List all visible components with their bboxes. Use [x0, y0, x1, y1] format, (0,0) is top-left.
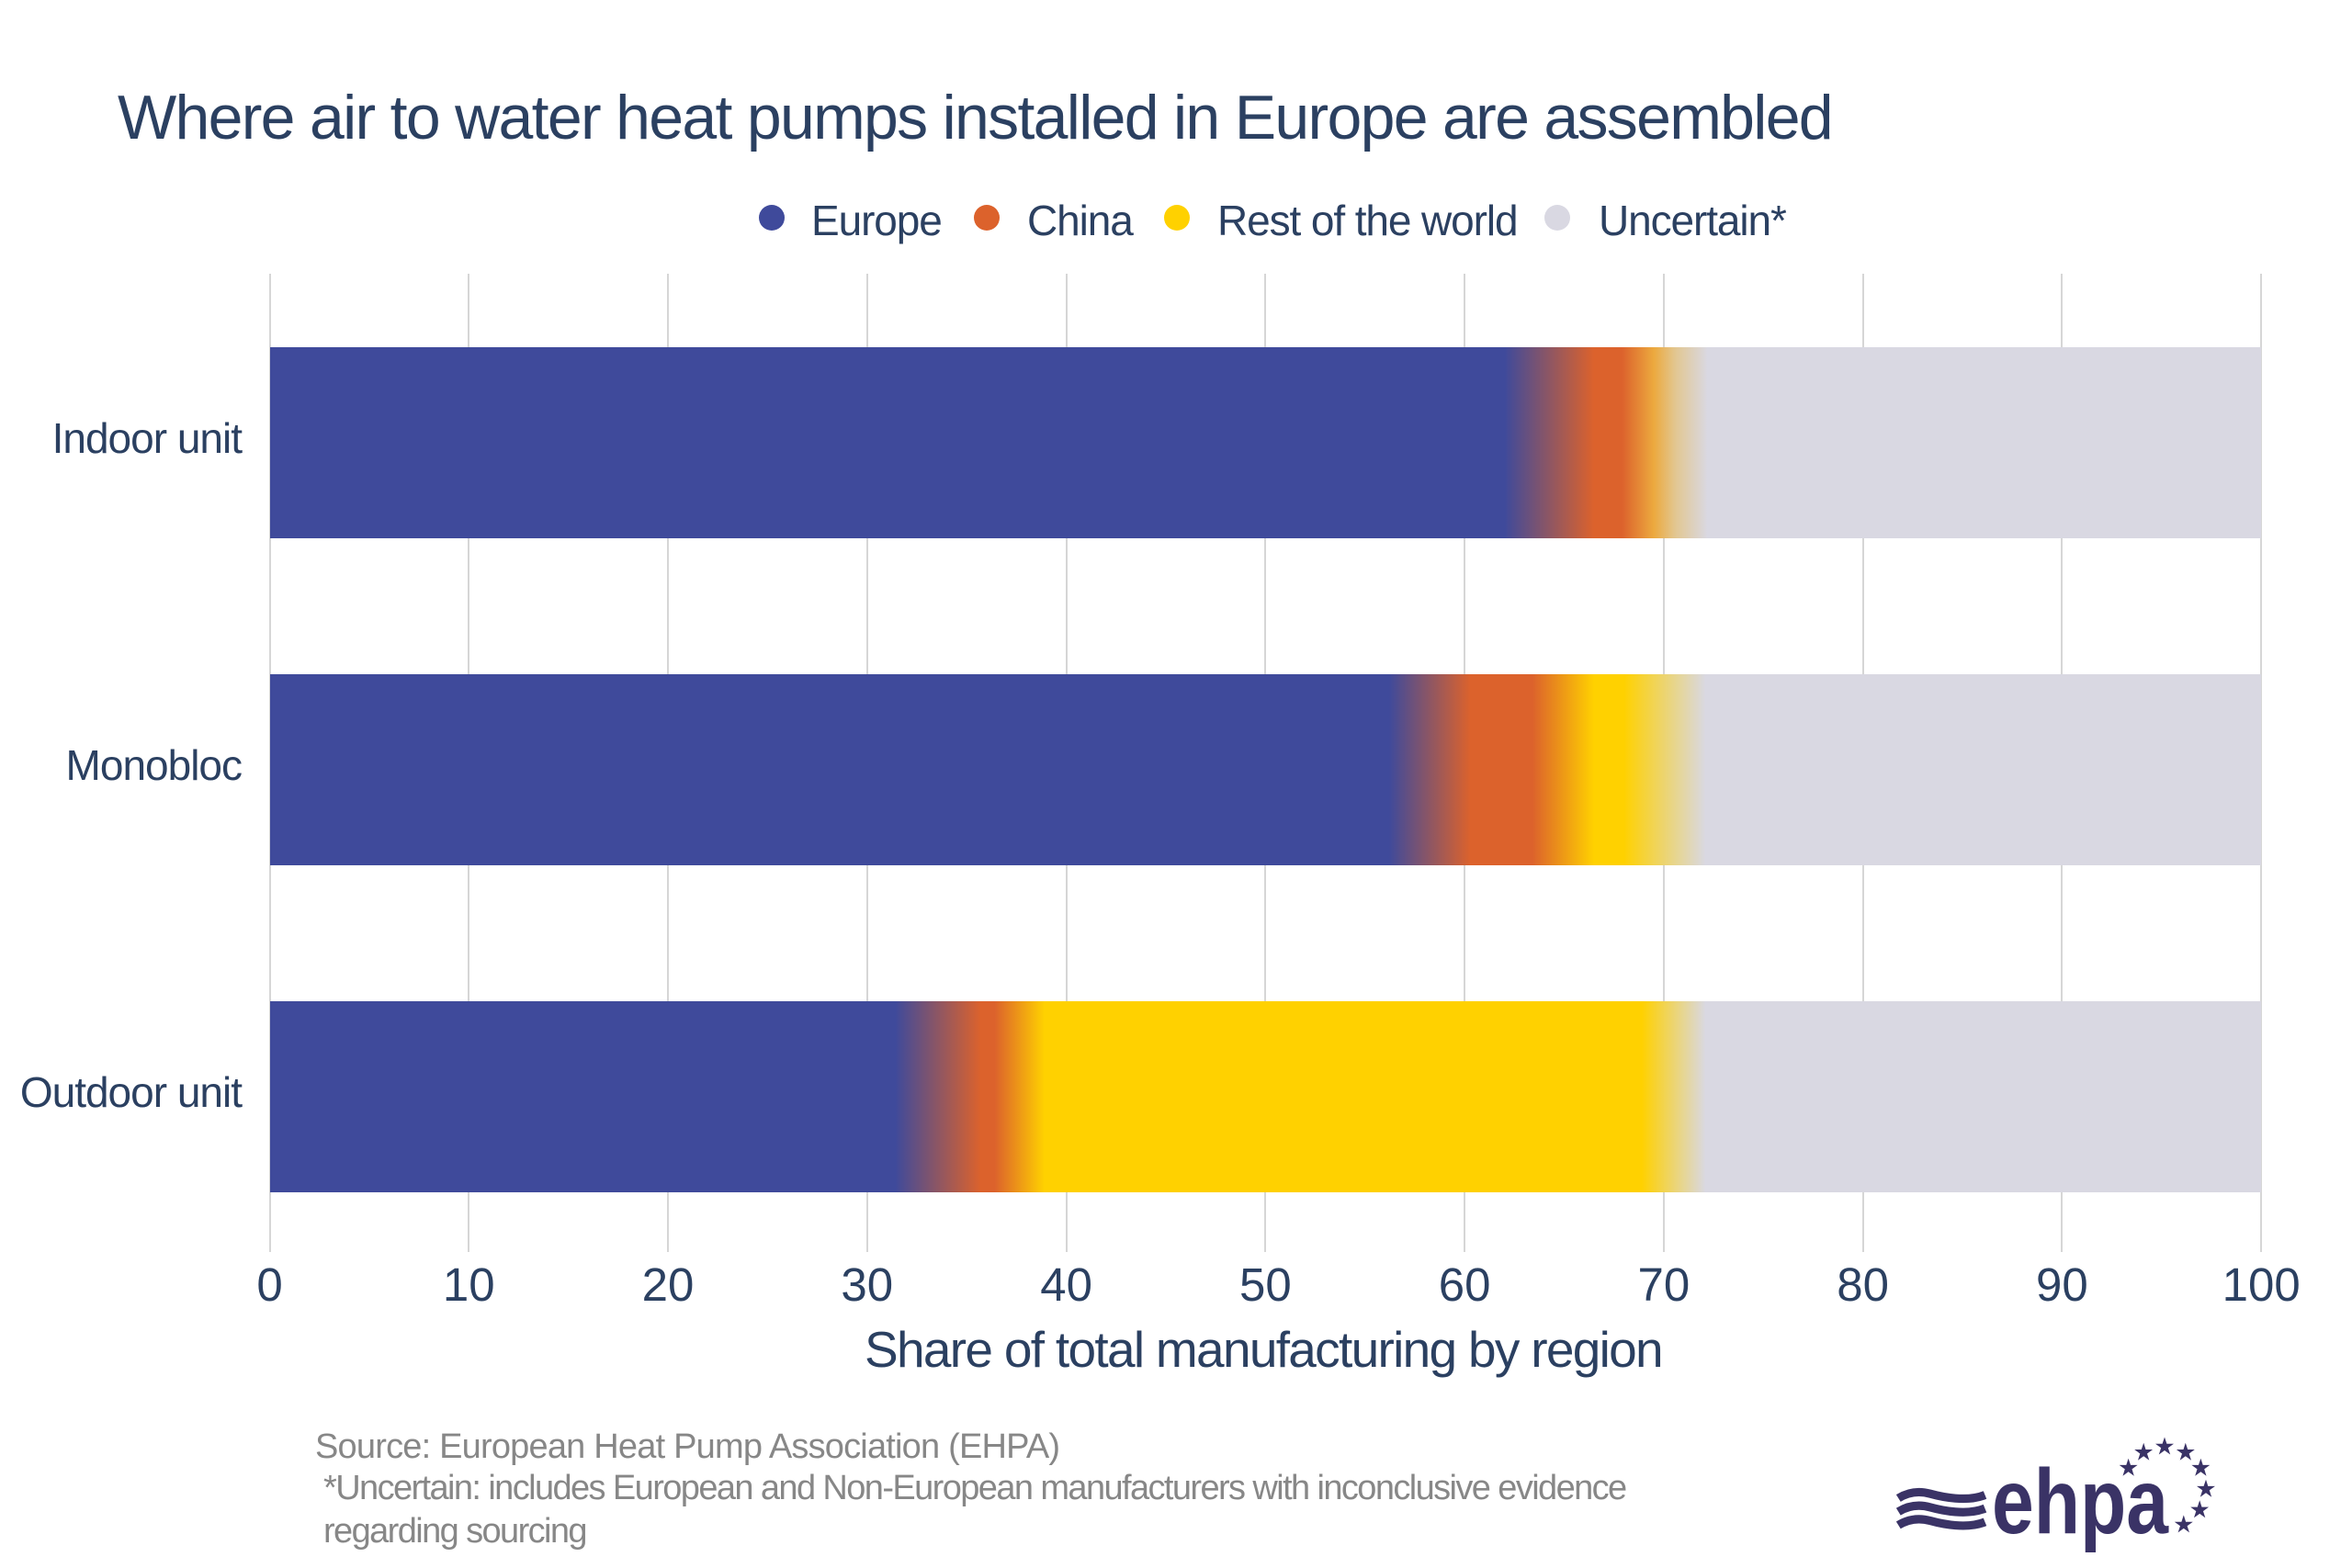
svg-text:ehpa: ehpa: [1992, 1450, 2169, 1553]
